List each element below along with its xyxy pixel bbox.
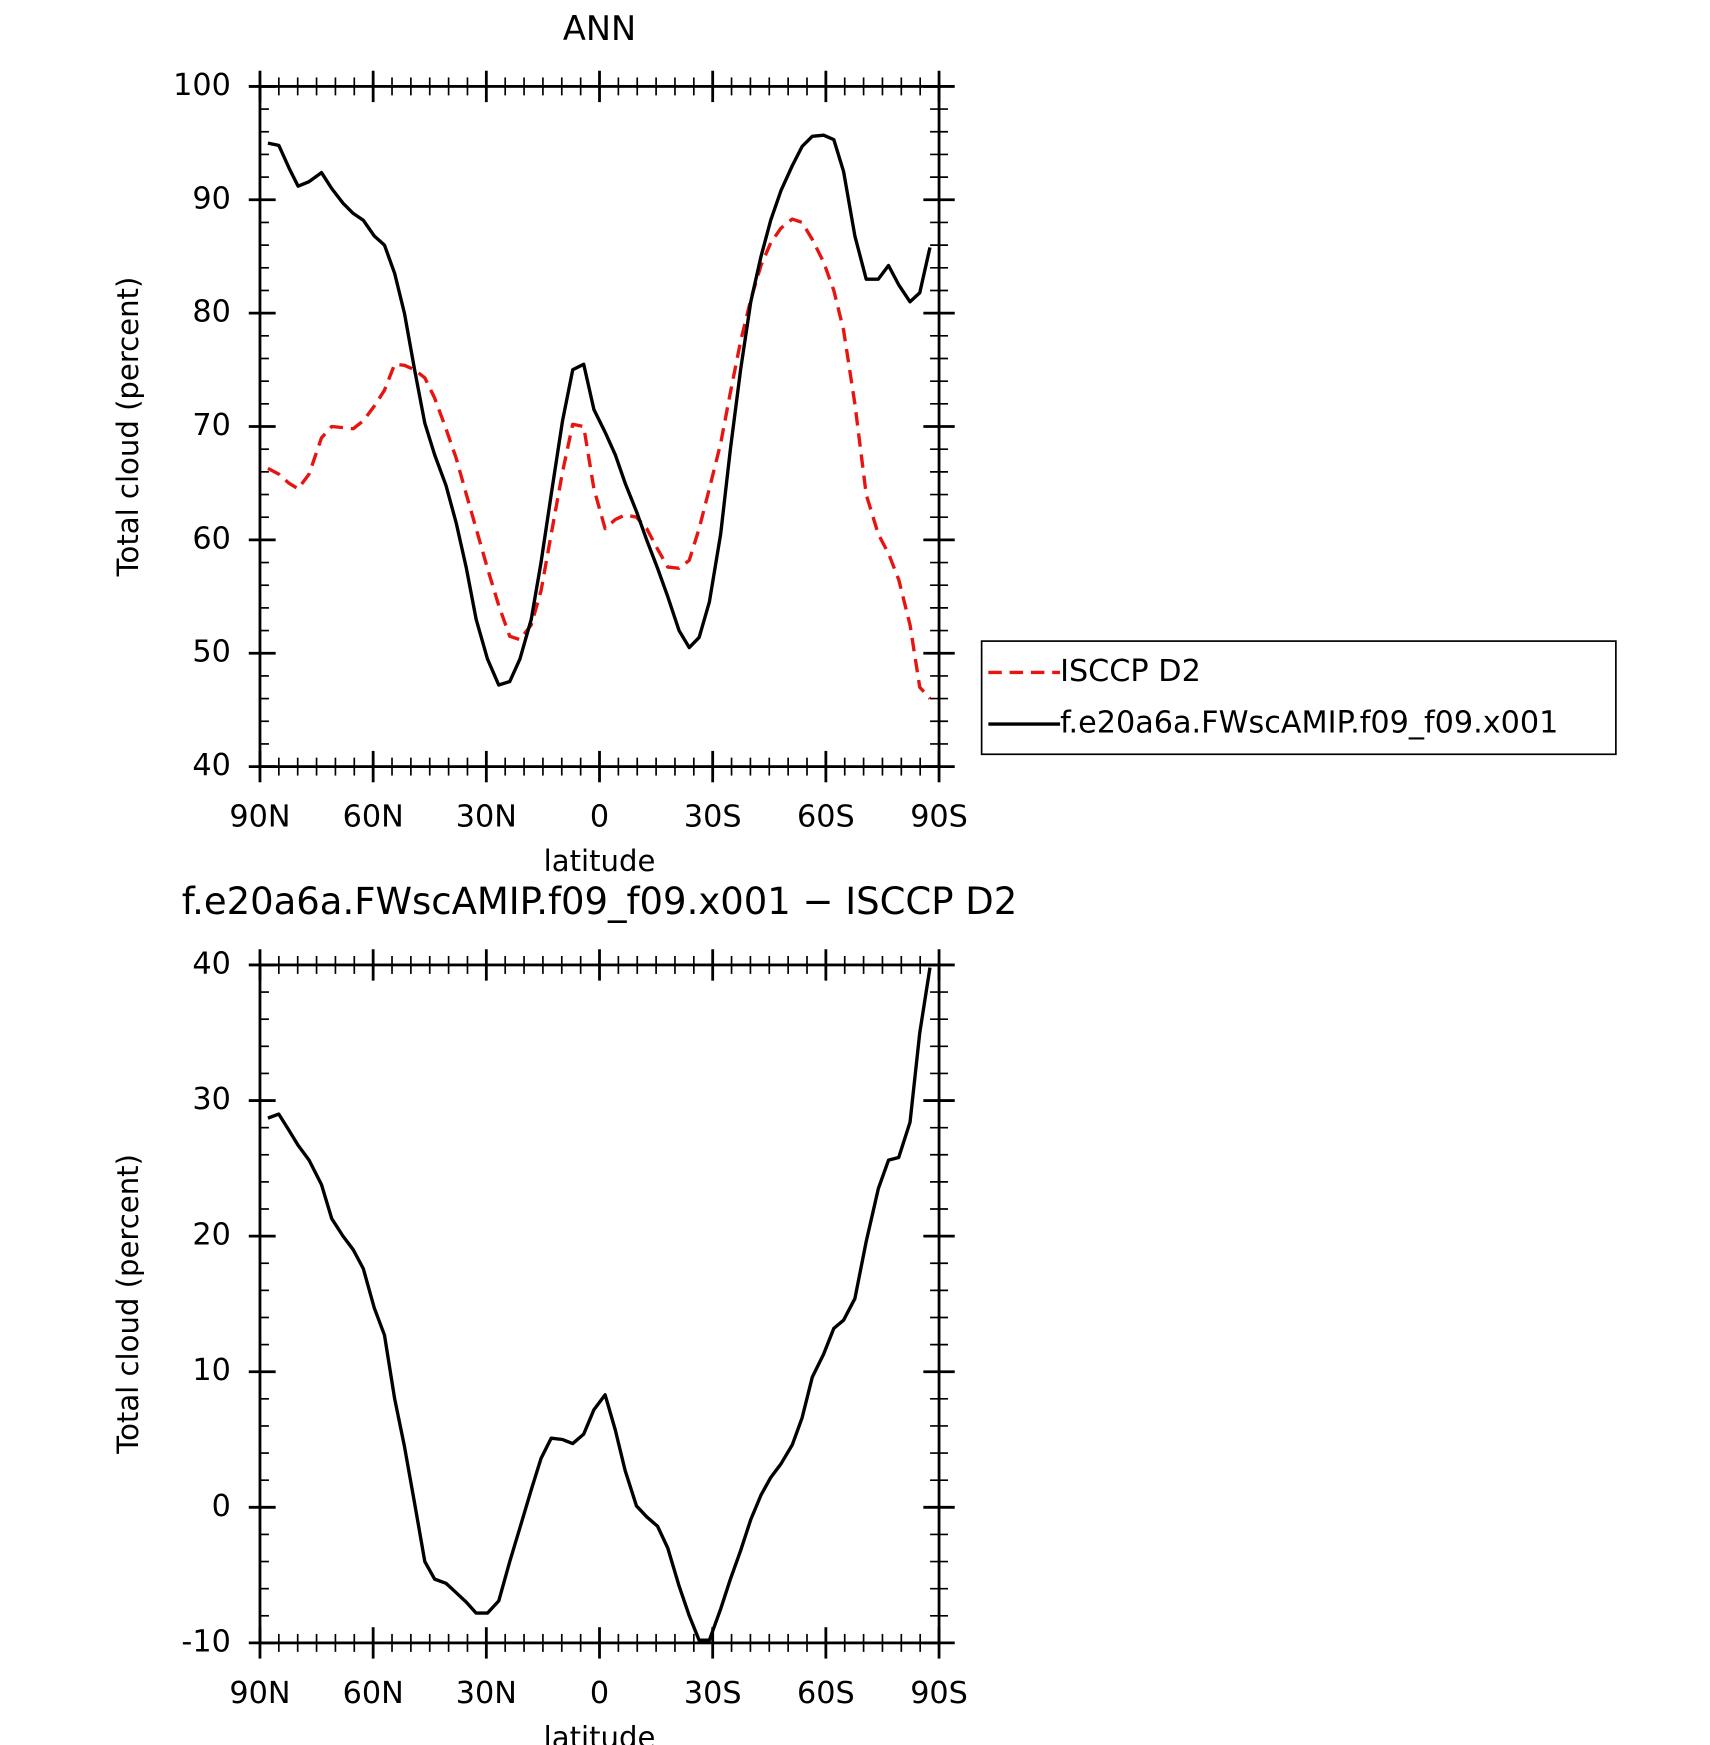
y-tick-label: 40: [192, 748, 231, 783]
y-tick-label: 50: [192, 635, 231, 670]
x-tick-label: 90S: [910, 1676, 968, 1711]
y-tick-label: 60: [192, 521, 231, 556]
x-tick-label: 90S: [910, 800, 968, 835]
x-tick-label: 60N: [343, 1676, 404, 1711]
data-line: [267, 967, 932, 1642]
data-line: [267, 217, 932, 700]
y-tick-label: 40: [192, 946, 231, 981]
x-tick-label: 90N: [229, 1676, 290, 1711]
y-tick-label: 70: [192, 408, 231, 443]
x-tick-label: 30N: [456, 1676, 517, 1711]
y-tick-label: 80: [192, 295, 231, 330]
legend-label: ISCCP D2: [1060, 654, 1201, 689]
x-axis-label: latitude: [544, 844, 656, 878]
plot-frame: [258, 963, 941, 1645]
x-tick-label: 60S: [797, 1676, 855, 1711]
y-tick-label: 100: [173, 68, 231, 103]
x-tick-label: 0: [590, 800, 609, 835]
y-axis-label: Total cloud (percent): [111, 1154, 145, 1455]
y-tick-label: 20: [192, 1218, 231, 1253]
x-tick-label: 30N: [456, 800, 517, 835]
legend-label: f.e20a6a.FWscAMIP.f09_f09.x001: [1060, 706, 1558, 741]
y-tick-label: 0: [212, 1489, 231, 1524]
x-tick-label: 90N: [229, 800, 290, 835]
data-line: [267, 133, 932, 687]
y-axis-label: Total cloud (percent): [111, 277, 145, 578]
chart-title: f.e20a6a.FWscAMIP.f09_f09.x001 − ISCCP D…: [182, 880, 1018, 923]
chart-title: ANN: [563, 9, 636, 48]
x-tick-label: 30S: [684, 800, 742, 835]
x-tick-label: 60N: [343, 800, 404, 835]
y-tick-label: -10: [181, 1624, 230, 1659]
y-tick-label: 10: [192, 1353, 231, 1388]
x-tick-label: 30S: [684, 1676, 742, 1711]
legend-box: [980, 640, 1617, 756]
x-tick-label: 0: [590, 1676, 609, 1711]
x-axis-label: latitude: [544, 1720, 656, 1745]
plot-frame: [258, 85, 941, 769]
y-tick-label: 30: [192, 1082, 231, 1117]
x-tick-label: 60S: [797, 800, 855, 835]
y-tick-label: 90: [192, 181, 231, 216]
